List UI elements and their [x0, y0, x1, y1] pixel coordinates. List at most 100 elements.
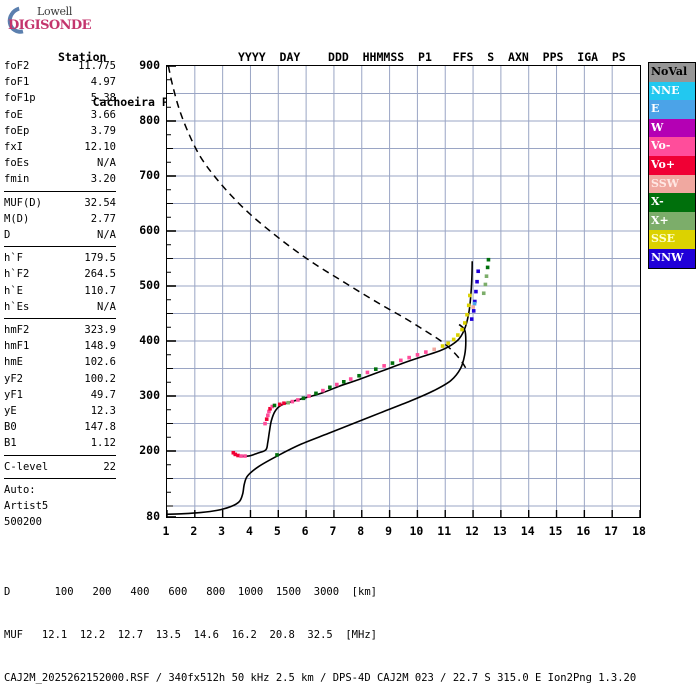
- echo-point-sse: [468, 293, 472, 298]
- echo-point-x: [301, 396, 306, 401]
- x-axis-tick-label: 4: [246, 524, 253, 538]
- echo-point-sse: [460, 327, 464, 332]
- param-group-frequencies: foF2 11.775 foF1 4.97 foF1p 5.38 foE 3.66 foEp 3.…: [4, 58, 116, 192]
- x-axis-tick-label: 18: [632, 524, 646, 538]
- legend-item-vo[interactable]: Vo+: [649, 155, 695, 175]
- x-axis-tick-label: 7: [329, 524, 337, 538]
- param-value: 3.20: [90, 173, 116, 186]
- param-row: foF1 4.97: [4, 74, 116, 90]
- footer-distance-row: D 100 200 400 600 800 1000 1500 3000 [km…: [4, 585, 377, 598]
- x-axis-tick-label: 5: [273, 524, 281, 538]
- param-label: foF1p: [4, 92, 36, 105]
- y-axis-tick-label: 300: [139, 388, 160, 402]
- echo-point-x: [481, 291, 486, 296]
- param-group-clevel: C-level 22: [4, 459, 116, 479]
- echo-point-sse: [465, 312, 469, 317]
- param-label: C-level: [4, 460, 49, 473]
- polarization-legend[interactable]: NoVal NNE E W Vo- Vo+ SSW X- X+ SSE NNW: [648, 62, 696, 269]
- x-axis-tick-label: 11: [437, 524, 452, 538]
- param-value: 12.10: [84, 141, 116, 154]
- x-axis-tick-label: 3: [218, 524, 226, 538]
- echo-point-vo: [239, 454, 243, 458]
- param-value: 12.3: [90, 405, 116, 418]
- echo-point-vo: [407, 355, 411, 360]
- param-label: yF1: [4, 388, 23, 401]
- param-label: M(D): [4, 212, 30, 225]
- legend-item-x[interactable]: X+: [649, 211, 695, 231]
- legend-item-nnw[interactable]: NNW: [649, 248, 695, 268]
- echo-point-nnw: [473, 299, 477, 304]
- y-axis-tick-label: 900: [139, 58, 160, 72]
- param-value: 3.79: [90, 124, 116, 137]
- param-label: hmF2: [4, 324, 30, 337]
- x-axis-tick-label: 9: [385, 524, 393, 538]
- legend-item-e[interactable]: E: [649, 100, 695, 119]
- legend-item-x[interactable]: X-: [649, 193, 695, 212]
- param-label: B1: [4, 437, 17, 450]
- param-label: MUF(D): [4, 196, 42, 209]
- param-row: hmF1 148.9: [4, 338, 116, 354]
- curve-true-height-profile: [167, 323, 467, 516]
- legend-item-vo[interactable]: Vo-: [649, 137, 695, 156]
- echo-point-vo: [415, 353, 420, 357]
- header-labels-row: Station YYYY DAY DDD HHMMSS P1 FFS S AXN…: [58, 50, 626, 64]
- param-row: fxI 12.10: [4, 139, 116, 155]
- param-row: hmF2 323.9: [4, 322, 116, 338]
- param-value: 49.7: [90, 388, 116, 401]
- y-axis-tick-label: 400: [139, 333, 160, 347]
- param-value: 110.7: [84, 284, 116, 297]
- logo-digisonde-text: DIGISONDE: [8, 18, 92, 33]
- echo-point-sse: [456, 333, 460, 337]
- echo-point-e: [472, 301, 477, 306]
- param-value: 323.9: [84, 324, 116, 337]
- echo-point-vo: [399, 358, 403, 363]
- echo-point-x: [272, 403, 277, 408]
- param-label: h`Es: [4, 300, 30, 313]
- param-value: 5.38: [90, 92, 116, 105]
- echo-point-vo: [233, 452, 238, 457]
- x-axis-tick-label: 12: [465, 524, 479, 538]
- param-value: 22: [103, 460, 116, 473]
- param-label: h`F2: [4, 268, 30, 281]
- echo-point-vo: [243, 454, 247, 458]
- param-row: foF2 11.775: [4, 58, 116, 74]
- x-axis-tick-label: 8: [357, 524, 365, 538]
- echo-point-vo: [307, 394, 311, 398]
- param-row: h`E 110.7: [4, 283, 116, 299]
- param-group-virtual-heights: h`F 179.5 h`F2 264.5 h`E 110.7 h`Es N/A: [4, 250, 116, 320]
- footer-filename-row: CAJ2M_2025262152000.RSF / 340fx512h 50 k…: [4, 672, 637, 685]
- x-axis-tick-label: 16: [576, 524, 591, 538]
- param-label: foEp: [4, 124, 30, 137]
- echo-point-vo: [277, 402, 282, 407]
- x-axis-tick-label: 13: [492, 524, 507, 538]
- echo-point-vo: [296, 398, 300, 402]
- echo-point-sse: [451, 337, 456, 342]
- echo-point-vo: [231, 450, 236, 455]
- echo-point-vo: [270, 404, 275, 409]
- legend-item-w[interactable]: W: [649, 118, 695, 138]
- logo-lowell-text: Lowell: [37, 5, 73, 18]
- x-axis-tick-label: 10: [409, 524, 424, 538]
- echo-point-vo: [236, 453, 240, 458]
- ionogram-svg: [167, 66, 640, 517]
- param-row: yE 12.3: [4, 403, 116, 419]
- param-group-muf: MUF(D) 32.54 M(D) 2.77 D N/A: [4, 195, 116, 248]
- echo-point-vo: [282, 401, 286, 406]
- echo-point-sse: [446, 341, 450, 346]
- echo-point-x: [341, 380, 346, 384]
- legend-item-noval[interactable]: NoVal: [649, 63, 695, 82]
- x-axis-tick-label: 15: [548, 524, 563, 538]
- param-label: D: [4, 229, 11, 242]
- axis-tick-marks: [167, 66, 640, 517]
- param-row: D N/A: [4, 227, 116, 243]
- y-axis-tick-label: 800: [139, 113, 160, 127]
- legend-item-nne[interactable]: NNE: [649, 81, 695, 101]
- echo-point-vo: [382, 364, 386, 368]
- legend-item-ssw[interactable]: SSW: [649, 174, 695, 194]
- param-label: foEs: [4, 157, 30, 170]
- echo-point-x: [314, 391, 318, 396]
- echo-point-x: [328, 385, 332, 390]
- ionogram-plot-area[interactable]: [166, 65, 641, 518]
- legend-item-sse[interactable]: SSE: [649, 230, 695, 249]
- y-axis-tick-label: 600: [139, 223, 160, 237]
